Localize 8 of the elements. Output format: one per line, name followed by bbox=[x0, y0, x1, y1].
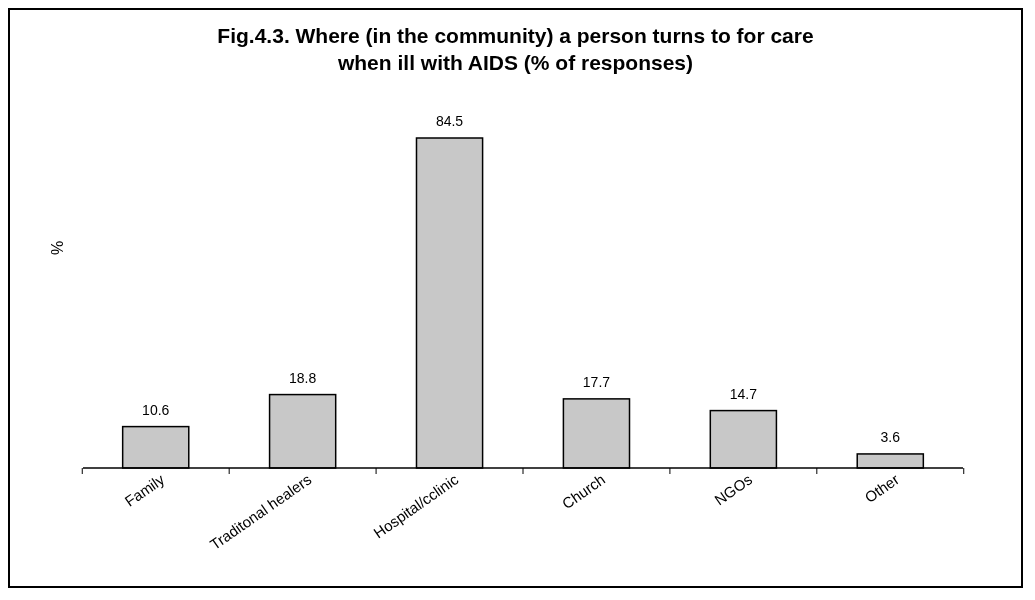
data-label: 17.7 bbox=[582, 373, 611, 390]
chart-title: Fig.4.3. Where (in the community) a person turns to for care when ill with AIDS (% of responses) bbox=[217, 24, 814, 74]
data-label: 3.6 bbox=[880, 428, 901, 445]
y-axis-title: % bbox=[49, 240, 66, 256]
data-label: 18.8 bbox=[289, 369, 317, 386]
data-label: 10.6 bbox=[142, 401, 170, 418]
data-label: 84.5 bbox=[435, 113, 464, 129]
data-label: 14.7 bbox=[729, 385, 758, 402]
